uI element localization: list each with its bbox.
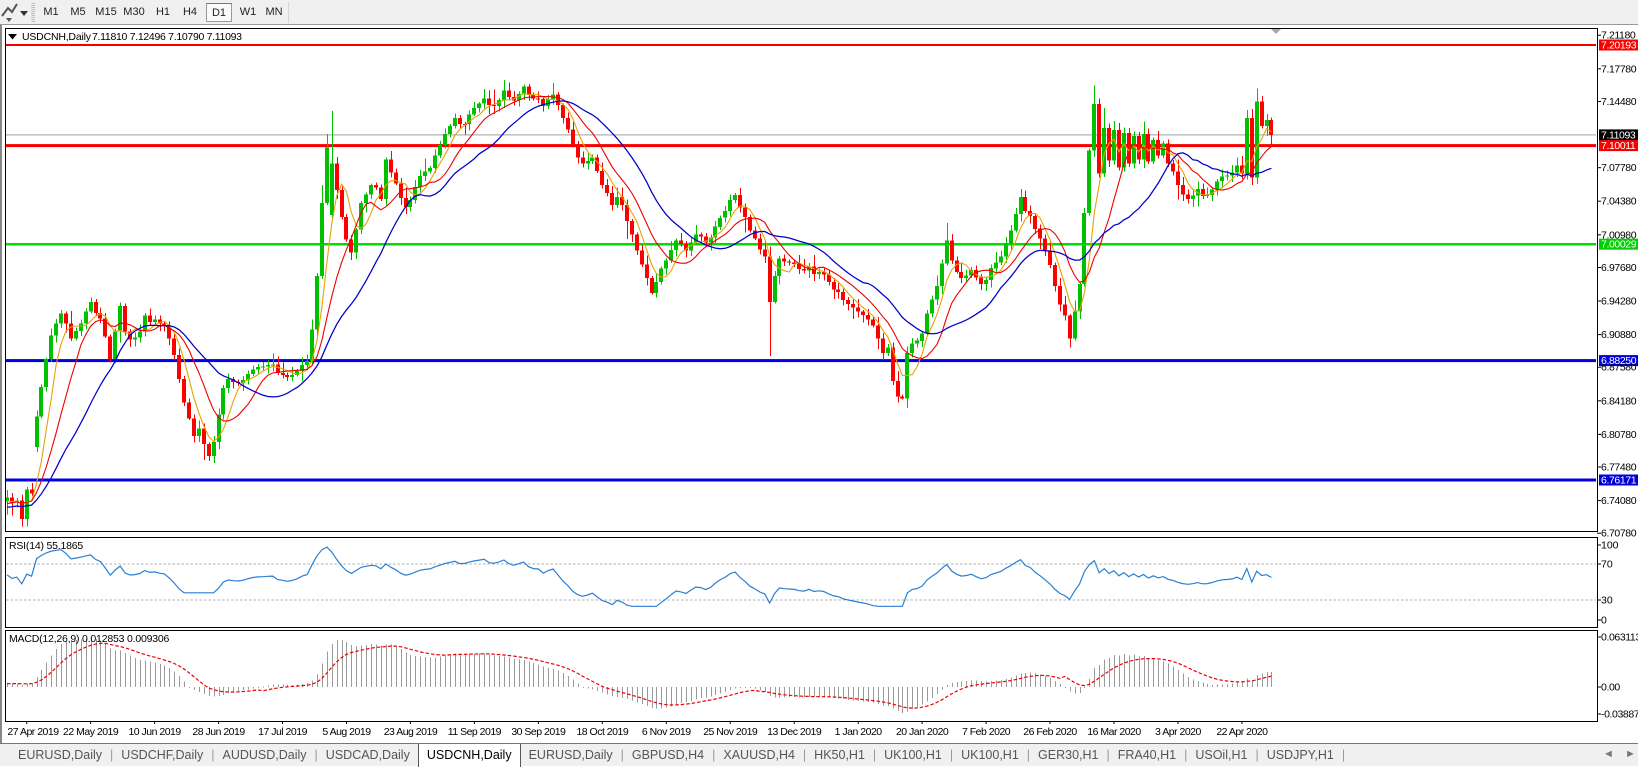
svg-text:6.87580: 6.87580 <box>1601 362 1637 374</box>
svg-text:23 Aug 2019: 23 Aug 2019 <box>384 726 438 738</box>
svg-text:7.21180: 7.21180 <box>1601 30 1636 42</box>
svg-text:7.11810 7.12496 7.10790 7.1109: 7.11810 7.12496 7.10790 7.11093 <box>92 31 242 43</box>
svg-text:7.00980: 7.00980 <box>1601 229 1637 241</box>
svg-text:0.00: 0.00 <box>1601 682 1620 694</box>
svg-text:7.20193: 7.20193 <box>1601 40 1637 52</box>
svg-text:22 May 2019: 22 May 2019 <box>63 726 119 738</box>
svg-text:7.04380: 7.04380 <box>1601 196 1637 208</box>
svg-text:6.80780: 6.80780 <box>1601 429 1637 441</box>
svg-text:26 Feb 2020: 26 Feb 2020 <box>1023 726 1077 738</box>
svg-text:7.10011: 7.10011 <box>1601 140 1636 152</box>
svg-text:6.94280: 6.94280 <box>1601 296 1637 308</box>
svg-text:17 Jul 2019: 17 Jul 2019 <box>258 726 307 738</box>
svg-text:27 Apr 2019: 27 Apr 2019 <box>7 726 59 738</box>
svg-text:7.07780: 7.07780 <box>1601 162 1637 174</box>
svg-text:16 Mar 2020: 16 Mar 2020 <box>1087 726 1141 738</box>
svg-text:6.90880: 6.90880 <box>1601 329 1637 341</box>
svg-text:18 Oct 2019: 18 Oct 2019 <box>576 726 628 738</box>
svg-text:7.11093: 7.11093 <box>1601 129 1636 141</box>
svg-text:11 Sep 2019: 11 Sep 2019 <box>448 726 502 738</box>
svg-text:6 Nov 2019: 6 Nov 2019 <box>642 726 691 738</box>
svg-text:20 Jan 2020: 20 Jan 2020 <box>896 726 949 738</box>
svg-text:6.74080: 6.74080 <box>1601 495 1637 507</box>
svg-text:6.76171: 6.76171 <box>1601 474 1637 486</box>
svg-text:6.97680: 6.97680 <box>1601 262 1637 274</box>
svg-text:28 Jun 2019: 28 Jun 2019 <box>192 726 245 738</box>
svg-text:10 Jun 2019: 10 Jun 2019 <box>128 726 181 738</box>
svg-text:6.70780: 6.70780 <box>1601 528 1637 540</box>
svg-text:0: 0 <box>1601 615 1607 627</box>
svg-text:70: 70 <box>1601 559 1613 571</box>
svg-text:6.88250: 6.88250 <box>1601 355 1637 367</box>
svg-text:13 Dec 2019: 13 Dec 2019 <box>767 726 822 738</box>
svg-text:MACD(12,26,9) 0.012853 0.00930: MACD(12,26,9) 0.012853 0.009306 <box>9 633 170 645</box>
svg-text:7 Feb 2020: 7 Feb 2020 <box>962 726 1011 738</box>
svg-text:6.77480: 6.77480 <box>1601 462 1637 474</box>
svg-text:30: 30 <box>1601 595 1613 607</box>
svg-text:25 Nov 2019: 25 Nov 2019 <box>703 726 758 738</box>
svg-text:100: 100 <box>1601 540 1619 552</box>
svg-text:7.17780: 7.17780 <box>1601 63 1637 75</box>
svg-text:RSI(14) 55.1865: RSI(14) 55.1865 <box>9 540 83 552</box>
svg-text:1 Jan 2020: 1 Jan 2020 <box>835 726 883 738</box>
svg-text:5 Aug 2019: 5 Aug 2019 <box>322 726 371 738</box>
svg-text:7.00029: 7.00029 <box>1601 239 1637 251</box>
svg-text:3 Apr 2020: 3 Apr 2020 <box>1155 726 1201 738</box>
svg-text:22 Apr 2020: 22 Apr 2020 <box>1216 726 1268 738</box>
svg-text:6.84180: 6.84180 <box>1601 395 1637 407</box>
svg-text:7.14480: 7.14480 <box>1601 96 1637 108</box>
svg-text:30 Sep 2019: 30 Sep 2019 <box>511 726 566 738</box>
svg-text:0.063113: 0.063113 <box>1601 632 1638 644</box>
svg-text:USDCNH,Daily: USDCNH,Daily <box>22 31 92 43</box>
